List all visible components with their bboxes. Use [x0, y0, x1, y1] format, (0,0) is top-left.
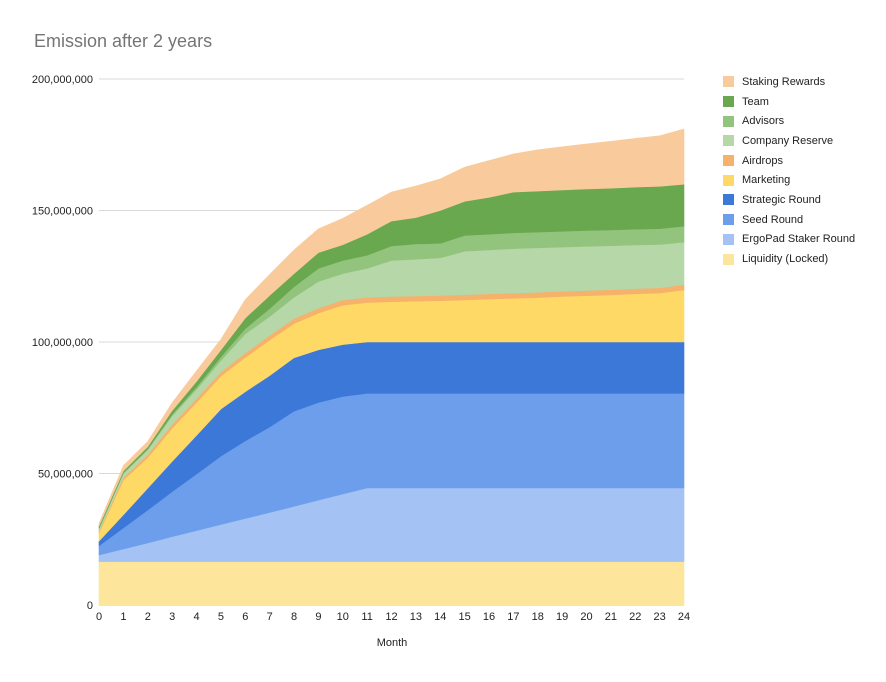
x-tick-label: 18	[532, 611, 544, 623]
y-tick-label: 100,000,000	[32, 337, 93, 349]
x-tick-label: 1	[120, 611, 126, 623]
x-tick-label: 12	[385, 611, 397, 623]
legend-label: ErgoPad Staker Round	[742, 233, 856, 246]
legend-swatch	[723, 76, 734, 88]
legend-label: Marketing	[742, 174, 791, 187]
legend-swatch	[723, 155, 734, 167]
x-tick-label: 16	[483, 611, 495, 623]
x-tick-label: 13	[410, 611, 422, 623]
area-staking-rewards	[98, 128, 685, 527]
legend-item: Team	[723, 92, 855, 112]
legend-label: Advisors	[742, 115, 785, 128]
legend-label: Seed Round	[742, 213, 804, 226]
legend-item: Company Reserve	[723, 131, 855, 151]
x-tick-label: 0	[96, 611, 102, 623]
x-tick-label: 11	[361, 611, 372, 623]
area-liquidity-locked	[98, 561, 685, 606]
legend-swatch	[723, 194, 734, 206]
y-tick-label: 200,000,000	[32, 74, 93, 86]
y-axis-ticks: 0 50,000,000 100,000,000 150,000,000 200,000…	[32, 74, 93, 612]
x-tick-label: 2	[145, 611, 151, 623]
legend-label: Team	[742, 95, 769, 108]
chart-title: Emission after 2 years	[34, 31, 213, 51]
legend-item: Seed Round	[723, 210, 855, 230]
legend-label: Liquidity (Locked)	[742, 253, 829, 266]
legend-label: Staking Rewards	[742, 75, 826, 88]
legend-swatch	[723, 214, 734, 226]
legend-swatch	[723, 253, 734, 265]
legend-label: Company Reserve	[742, 134, 834, 147]
y-tick-label: 0	[87, 600, 93, 612]
y-tick-label: 150,000,000	[32, 206, 93, 218]
legend-item: ErgoPad Staker Round	[723, 230, 855, 250]
x-tick-label: 9	[315, 611, 321, 623]
x-tick-label: 24	[678, 611, 690, 623]
x-tick-label: 17	[507, 611, 519, 623]
legend-swatch	[723, 96, 734, 108]
legend-item: Liquidity (Locked)	[723, 249, 855, 269]
legend-item: Strategic Round	[723, 190, 855, 210]
legend: Staking Rewards Team Advisors Company Reser…	[723, 72, 855, 269]
y-tick-label: 50,000,000	[38, 469, 93, 481]
legend-label: Strategic Round	[742, 193, 821, 206]
x-tick-label: 7	[267, 611, 273, 623]
x-axis-ticks: 0 1 2 3 4 5 6 7 8 9 10 11 12 13 14 15 16 17 18 19 20 21 22 23 24	[96, 611, 690, 623]
x-axis-title: Month	[377, 637, 408, 649]
legend-item: Advisors	[723, 111, 855, 131]
x-tick-label: 6	[242, 611, 248, 623]
x-tick-label: 5	[218, 611, 224, 623]
x-tick-label: 20	[580, 611, 592, 623]
legend-item: Marketing	[723, 170, 855, 190]
x-tick-label: 4	[193, 611, 199, 623]
legend-swatch	[723, 115, 734, 127]
x-tick-label: 14	[434, 611, 446, 623]
x-tick-label: 21	[605, 611, 617, 623]
x-tick-label: 15	[459, 611, 471, 623]
area-series	[98, 128, 685, 606]
x-tick-label: 22	[629, 611, 641, 623]
legend-item: Airdrops	[723, 151, 855, 171]
x-tick-label: 3	[169, 611, 175, 623]
legend-swatch	[723, 135, 734, 147]
x-tick-label: 23	[654, 611, 666, 623]
x-tick-label: 10	[337, 611, 349, 623]
legend-item: Staking Rewards	[723, 72, 855, 92]
legend-swatch	[723, 233, 734, 245]
legend-label: Airdrops	[742, 154, 783, 167]
legend-swatch	[723, 174, 734, 186]
x-tick-label: 8	[291, 611, 297, 623]
x-tick-label: 19	[556, 611, 568, 623]
